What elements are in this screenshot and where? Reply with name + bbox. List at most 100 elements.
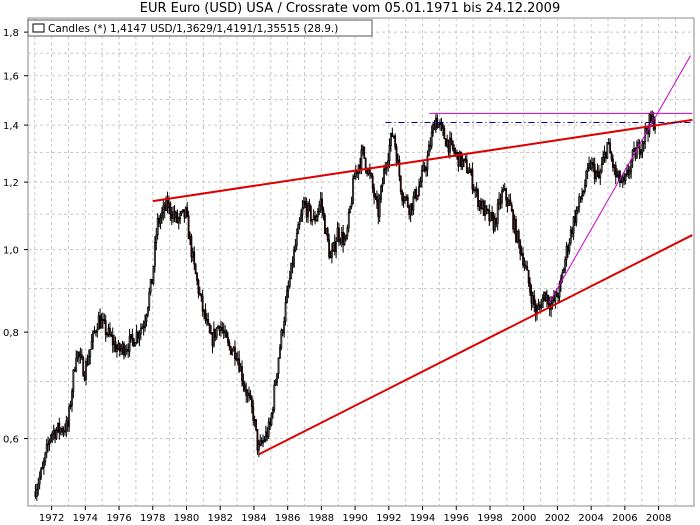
candle-up [92,331,94,342]
candle-up [390,132,392,146]
candle-up [280,330,283,349]
candle-down [322,209,325,216]
x-tick-label: 1978 [140,513,165,524]
candle-up [277,357,280,374]
candle-up [182,209,184,212]
candle-up [551,297,554,304]
candle-down [375,196,378,202]
candle-down [110,334,113,337]
candle-up [311,219,314,222]
candle-down [638,142,641,155]
candle-down [465,159,468,173]
candle-up [412,196,415,211]
candle-down [574,216,576,224]
candle-down [415,189,418,200]
candle-up [160,211,163,219]
candle-up [384,167,387,171]
candle-down [589,163,592,169]
candle-up [537,305,540,310]
chart-title: EUR Euro (USD) USA / Crossrate vom 05.01… [139,1,561,16]
candle-up [286,290,288,303]
candle-up [37,483,40,490]
candle-down [66,420,69,427]
legend-entry: Candles (*) 1,4147 USD/1,3629/1,4191/1,3… [48,23,338,35]
candle-up [484,205,486,216]
candle-up [134,342,137,347]
candle-up [179,213,182,219]
candle-up [71,391,73,406]
candle-up [217,325,220,329]
candle-up [149,278,152,293]
candle-up [367,169,370,175]
candle-down [495,217,498,225]
candle-up [47,443,49,446]
candle-down [614,165,617,178]
candle-down [123,343,125,356]
candle-down [627,169,630,175]
candle-down [619,171,621,183]
candle-down [555,291,558,298]
candle-up [100,320,103,329]
candle-down [474,189,477,192]
candle-up [596,171,599,173]
candle-up [562,269,565,274]
candle-down [82,357,85,377]
candle-down [530,291,533,304]
candle-up [79,354,82,357]
x-tick-label: 1996 [444,513,469,524]
candle-up [648,113,651,135]
candle-up [409,203,412,215]
candle-down [222,330,225,334]
candle-down [211,333,214,346]
candle-down [99,315,101,329]
candle-up [508,199,510,206]
candle-up [319,198,322,206]
candle-down [94,331,97,334]
x-tick-label: 1986 [275,513,300,524]
candle-up [276,373,279,383]
candle-down [304,200,307,205]
candle-down [477,189,479,207]
candle-up [87,356,90,365]
candle-down [58,422,61,433]
candle-up [38,476,41,485]
candle-down [248,392,250,396]
candle-up [153,241,156,267]
candle-up [75,357,78,372]
candle-up [569,229,572,244]
y-tick-label: 1,4 [3,121,19,132]
candle-up [496,203,499,225]
candle-up [332,241,335,251]
y-tick-label: 1,6 [3,72,19,83]
candle-up [138,333,141,339]
x-tick-label: 2008 [646,513,671,524]
candle-up [531,295,534,304]
candle-down [326,228,329,241]
candle-down [234,346,236,360]
candle-up [270,413,273,426]
candle-up [331,250,333,258]
candle-down [170,213,173,219]
candle-down [534,304,537,315]
candle-up [481,201,484,210]
candle-down [450,137,453,142]
candle-up [42,460,45,468]
legend-candle-icon [32,23,45,33]
candle-up [72,369,75,392]
x-tick-label: 1992 [376,513,401,524]
x-tick-label: 1988 [309,513,334,524]
candle-down [652,116,655,130]
candle-up [148,291,151,308]
candle-up [302,200,305,209]
candle-up [128,335,131,352]
candle-down [305,204,308,218]
candle-up [236,358,239,361]
candle-down [373,187,375,198]
candle-down [207,319,210,325]
candle-up [378,198,381,218]
candle-down [83,375,86,380]
candle-up [616,174,619,178]
candle-down [64,430,66,433]
candle-down [512,210,515,230]
